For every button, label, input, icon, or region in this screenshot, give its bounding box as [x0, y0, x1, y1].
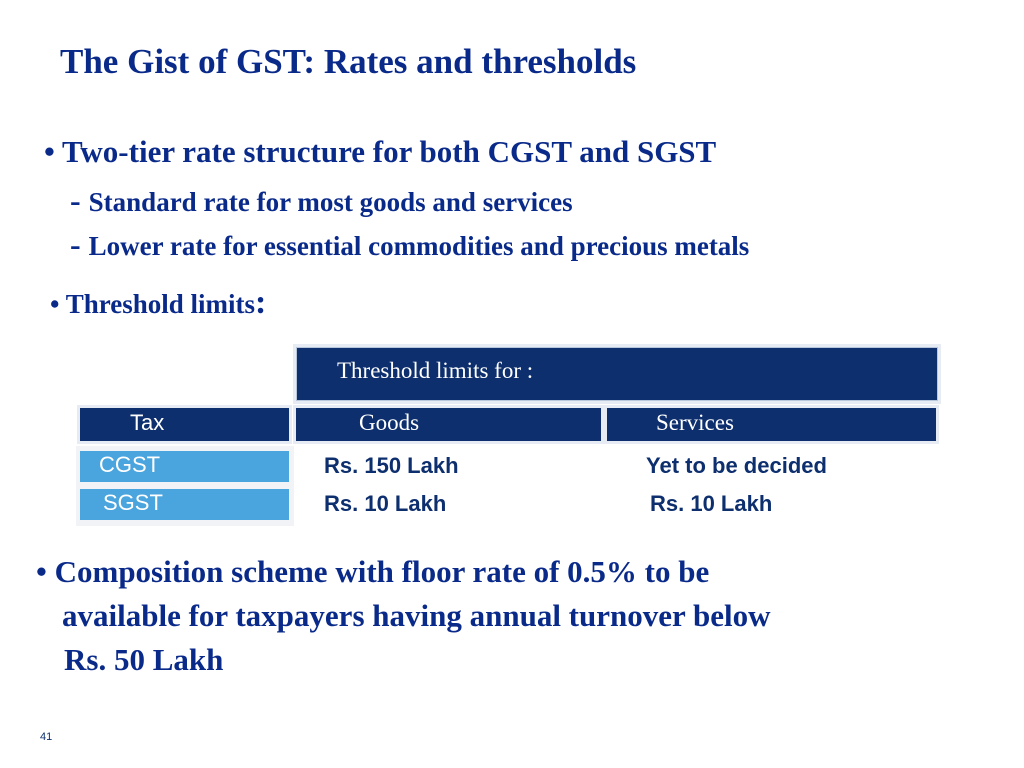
column-header-tax-cell: [80, 408, 289, 441]
column-header-services-cell: [607, 408, 936, 441]
cgst-goods-value: Rs. 150 Lakh: [324, 453, 459, 478]
bullet-composition-scheme: • Composition scheme with floor rate of …: [36, 550, 956, 682]
bullet-text: • Threshold limits: [50, 289, 256, 319]
dash-marker: -: [70, 182, 89, 218]
row-label-cgst: CGST: [99, 452, 161, 477]
composition-line-2: available for taxpayers having annual tu…: [62, 598, 771, 633]
sub-bullet-text: Standard rate for most goods and service…: [88, 187, 573, 217]
column-header-services: Services: [656, 410, 734, 435]
composition-line-1: • Composition scheme with floor rate of …: [36, 554, 710, 589]
dash-marker: -: [70, 226, 89, 262]
column-header-goods: Goods: [359, 410, 420, 435]
row-label-cgst-cell: [80, 451, 289, 482]
row-label-sgst-cell: [80, 489, 289, 520]
column-header-goods-cell: [296, 408, 601, 441]
slide-title: The Gist of GST: Rates and thresholds: [60, 42, 637, 81]
colon: :: [255, 284, 267, 321]
table-header-text: Threshold limits for :: [337, 358, 534, 383]
cgst-services-value: Yet to be decided: [646, 453, 827, 478]
bullet-threshold-limits: • Threshold limits:: [50, 284, 266, 322]
sgst-services-value: Rs. 10 Lakh: [650, 491, 773, 516]
column-header-tax: Tax: [130, 410, 165, 435]
row-label-sgst: SGST: [103, 490, 163, 515]
page-number: 41: [40, 731, 53, 743]
table-header-box: [296, 347, 938, 401]
sub-bullet-lower-rate: - Lower rate for essential commodities a…: [70, 226, 749, 263]
bullet-rate-structure: • Two-tier rate structure for both CGST …: [44, 134, 717, 169]
sub-bullet-standard-rate: - Standard rate for most goods and servi…: [70, 182, 573, 219]
composition-line-3: Rs. 50 Lakh: [64, 642, 224, 677]
sgst-goods-value: Rs. 10 Lakh: [324, 491, 447, 516]
sub-bullet-text: Lower rate for essential commodities and…: [88, 231, 750, 261]
